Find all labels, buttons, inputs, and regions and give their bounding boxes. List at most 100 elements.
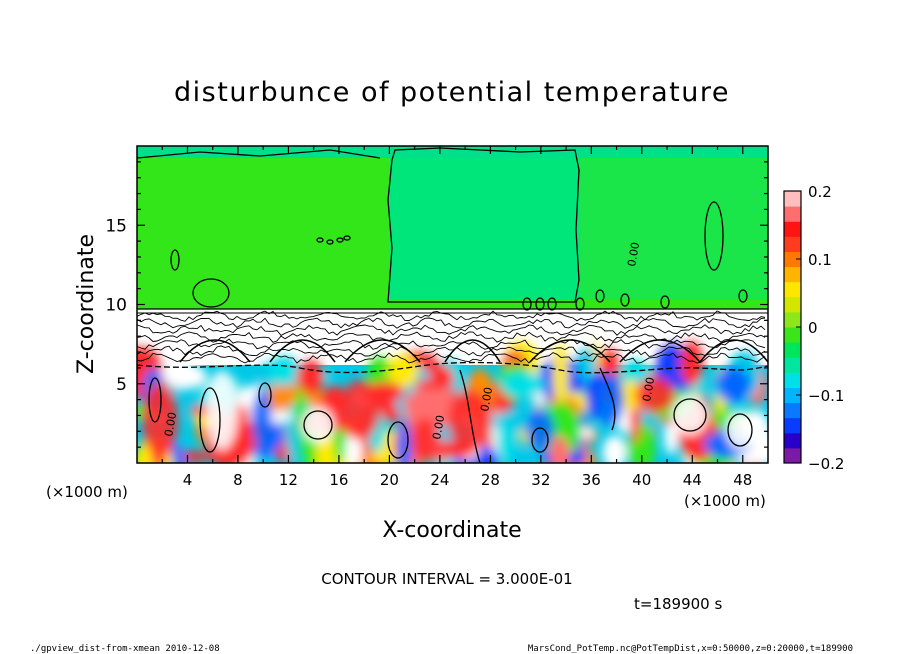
colorbar-tick-label: 0.2 xyxy=(808,183,832,201)
x-unit-label-right: (×1000 m) xyxy=(684,492,766,510)
colorbar-tick-label: 0.1 xyxy=(808,251,832,269)
vortex xyxy=(302,407,334,443)
lower-field xyxy=(137,340,768,463)
turbulent-blob xyxy=(161,354,195,388)
turbulent-blob xyxy=(397,420,412,463)
colorbar-segment xyxy=(784,251,801,268)
contour-lower-ring xyxy=(148,377,162,423)
y-axis-title: Z-coordinate xyxy=(74,234,99,374)
turbulent-blob xyxy=(296,359,324,395)
contour-transition-line xyxy=(137,324,766,336)
contour-upper-ring xyxy=(192,278,230,308)
turbulent-blob xyxy=(387,354,419,388)
contour-lower-ring xyxy=(199,387,221,453)
contour-transition-line xyxy=(137,317,766,329)
turbulent-blob xyxy=(415,378,455,389)
turbulent-blob xyxy=(522,450,541,463)
contour-lower-ring xyxy=(727,413,753,447)
contour-transition-line xyxy=(137,352,766,364)
vortex xyxy=(672,395,708,435)
contour-lower-line xyxy=(459,369,481,463)
colorbar-segment xyxy=(784,387,801,404)
turbulent-blobs xyxy=(137,340,768,463)
turbulent-blob xyxy=(715,367,751,403)
contour-arch xyxy=(529,339,611,363)
turbulent-blob xyxy=(602,435,627,463)
contour-upper-top xyxy=(137,149,381,159)
colorbar: 0.2 0.1 0 −0.1 −0.2 xyxy=(783,183,844,473)
contour-label: 0.00 xyxy=(430,414,447,440)
colorbar-segment xyxy=(784,327,801,343)
x-tick-label: 36 xyxy=(582,471,601,489)
colorbar-tick-label: 0 xyxy=(808,319,818,337)
colorbar-segment xyxy=(784,342,801,358)
contour-lower-ring xyxy=(303,410,333,440)
x-unit-label-left: (×1000 m) xyxy=(46,483,128,501)
contour-upper-small xyxy=(535,297,545,311)
x-tick-label: 32 xyxy=(531,471,550,489)
contour-arch xyxy=(179,339,251,363)
x-tick-label: 44 xyxy=(683,471,702,489)
contour-label: 0.00 xyxy=(478,386,495,412)
contour-transition-line xyxy=(137,345,766,357)
vortex xyxy=(340,380,380,440)
turbulent-blob xyxy=(541,401,581,459)
contour-label: 0.00 xyxy=(640,376,657,402)
contour-lines: 0.00 0.00 0.00 0.00 0.00 xyxy=(137,147,768,463)
upper-field-band-center xyxy=(390,150,580,300)
contour-lower xyxy=(137,361,768,463)
vortex xyxy=(206,370,238,450)
vortex xyxy=(252,390,272,450)
turbulent-blob xyxy=(259,363,271,398)
vortex xyxy=(635,377,675,413)
contour-lower-dashed xyxy=(137,361,768,374)
colorbar-segment xyxy=(784,296,801,313)
time-text: t=189900 s xyxy=(634,595,722,613)
colorbar-segment xyxy=(784,191,801,207)
vortex xyxy=(596,374,624,426)
y-tick-label: 15 xyxy=(105,216,127,236)
contour-arch xyxy=(619,339,701,363)
contour-transition-line xyxy=(137,338,766,350)
x-tick-label: 20 xyxy=(380,471,399,489)
plot-area: 0.00 0.00 0.00 0.00 0.00 xyxy=(137,146,768,463)
x-tick-label: 16 xyxy=(329,471,348,489)
x-tick-label: 8 xyxy=(233,471,243,489)
contour-lower-ring xyxy=(387,421,409,459)
chart-title: disturbunce of potential temperature xyxy=(174,77,730,108)
colorbar-segment xyxy=(784,266,801,283)
x-tick-label: 4 xyxy=(183,471,193,489)
vortex xyxy=(726,410,754,450)
turbulent-blob xyxy=(680,340,704,386)
x-tick-label: 28 xyxy=(481,471,500,489)
upper-field-top-strip xyxy=(137,146,768,158)
colorbar-segment xyxy=(784,357,801,373)
contour-arch xyxy=(444,339,501,363)
colorbar-tick-label: −0.1 xyxy=(808,387,844,405)
x-axis-title: X-coordinate xyxy=(382,518,521,543)
colorbar-segment xyxy=(784,372,801,388)
vortex xyxy=(142,382,178,458)
contour-transition-line xyxy=(137,310,766,323)
contour-lower-line xyxy=(599,367,616,431)
y-axis: 5 10 15 xyxy=(105,161,768,448)
contour-upper-dot xyxy=(316,237,324,243)
contour-arch xyxy=(699,339,768,363)
contour-label: 0.00 xyxy=(625,241,642,267)
turbulent-blob xyxy=(707,384,721,396)
contour-upper-small xyxy=(547,297,557,311)
colorbar-segment xyxy=(784,447,801,464)
turbulent-blob xyxy=(261,361,303,386)
vortex xyxy=(448,390,492,450)
contour-upper-small xyxy=(575,297,585,311)
turbulent-blob xyxy=(577,347,597,383)
contour-upper-ring xyxy=(704,201,724,271)
turbulent-blob xyxy=(552,343,569,406)
colorbar-segment xyxy=(784,402,801,419)
contour-interval-text: CONTOUR INTERVAL = 3.000E-01 xyxy=(321,570,572,588)
colorbar-segment xyxy=(784,281,801,298)
x-tick-label: 12 xyxy=(279,471,298,489)
contour-upper-center xyxy=(387,147,580,303)
turbulent-blob xyxy=(549,435,570,463)
